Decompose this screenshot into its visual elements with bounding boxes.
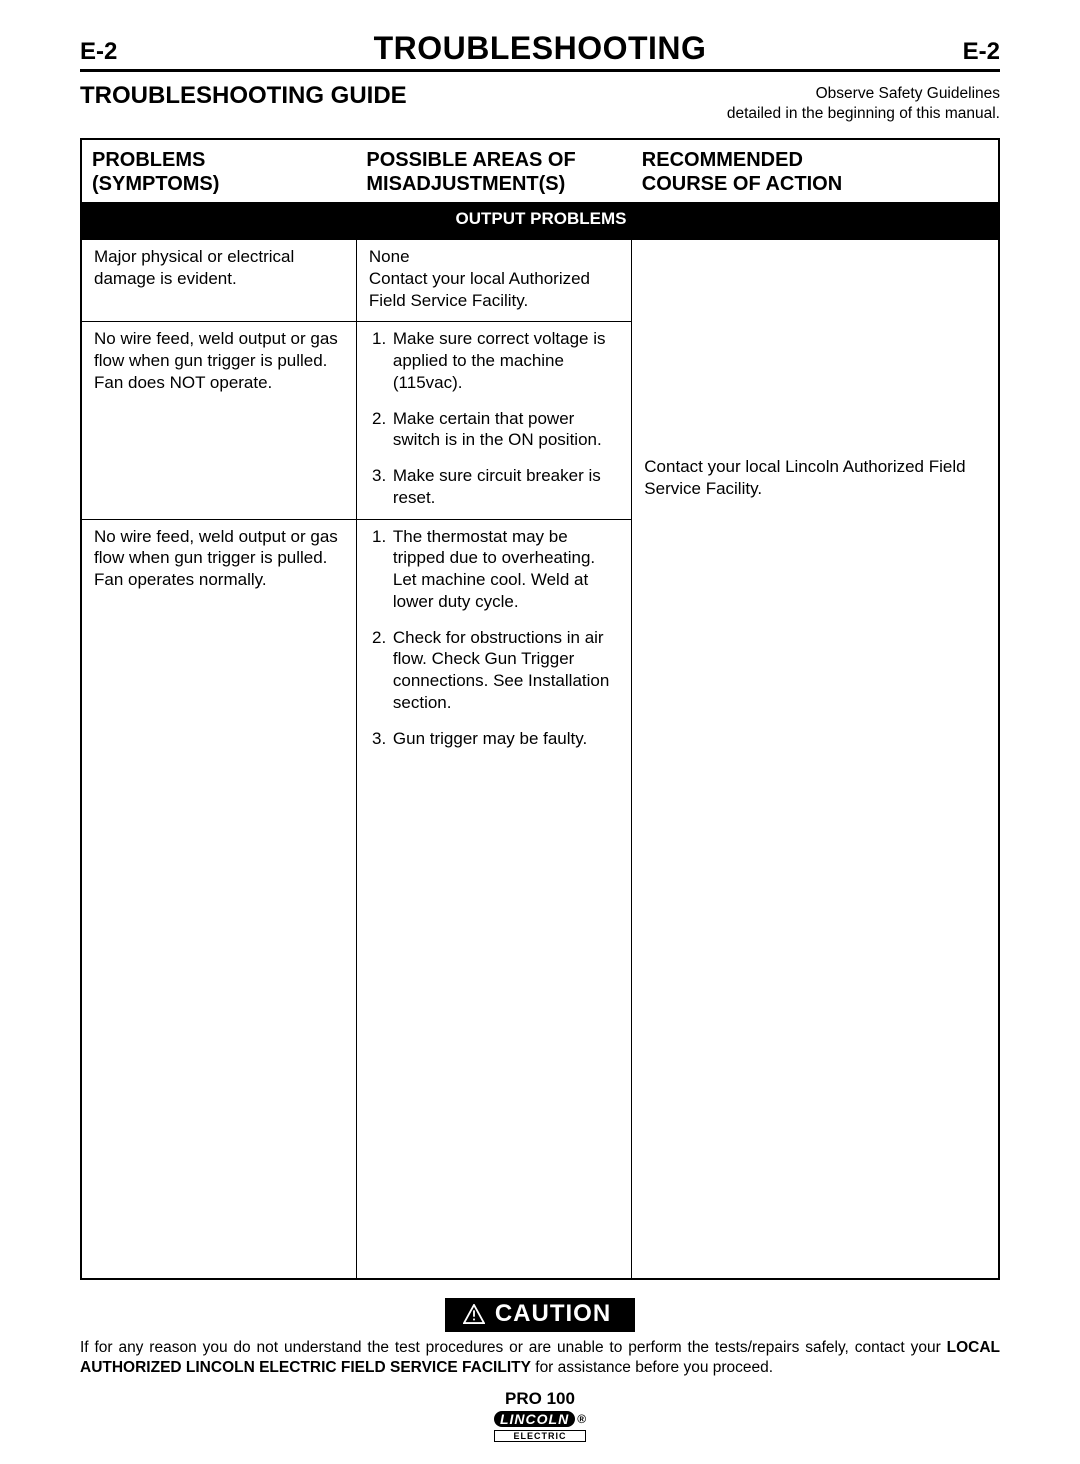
caution-text: If for any reason you do not understand …: [80, 1338, 1000, 1378]
logo-registered: ®: [577, 1412, 586, 1426]
table-row: Major physical or electrical damage is e…: [81, 240, 999, 322]
misadjustment-cell: The thermostat may be tripped due to ove…: [356, 519, 631, 759]
col3-header: RECOMMENDED COURSE OF ACTION: [632, 139, 999, 202]
warning-icon: [463, 1304, 485, 1324]
action-text: Contact your local Lincoln Authorized Fi…: [644, 456, 988, 500]
col2-header: POSSIBLE AREAS OF MISADJUSTMENT(S): [356, 139, 631, 202]
section-band: OUTPUT PROBLEMS: [81, 202, 999, 240]
section-band-label: OUTPUT PROBLEMS: [81, 202, 999, 240]
misadjustment-cell: None Contact your local Authorized Field…: [356, 240, 631, 322]
list-item: Make sure circuit breaker is reset.: [391, 465, 621, 509]
list-item: The thermostat may be tripped due to ove…: [391, 526, 621, 613]
list-item: Check for obstructions in air flow. Chec…: [391, 627, 621, 714]
action-cell: Contact your local Lincoln Authorized Fi…: [632, 240, 999, 1279]
page-title: TROUBLESHOOTING: [374, 30, 707, 67]
page-code-right: E-2: [963, 38, 1000, 66]
safety-line2: detailed in the beginning of this manual…: [727, 105, 1000, 122]
misadjustment-cell: Make sure correct voltage is applied to …: [356, 322, 631, 519]
caution-section: CAUTION If for any reason you do not und…: [80, 1298, 1000, 1378]
lincoln-logo: LINCOLN ® ELECTRIC: [494, 1411, 586, 1442]
logo-lincoln-text: LINCOLN: [494, 1411, 575, 1427]
problem-cell: No wire feed, weld output or gas flow wh…: [81, 322, 356, 519]
logo-electric-text: ELECTRIC: [494, 1430, 586, 1442]
problem-cell: Major physical or electrical damage is e…: [81, 240, 356, 322]
page-code-left: E-2: [80, 38, 117, 66]
list-item: Make sure correct voltage is applied to …: [391, 328, 621, 393]
caution-banner: CAUTION: [445, 1298, 635, 1332]
problem-cell: No wire feed, weld output or gas flow wh…: [81, 519, 356, 759]
page-header: E-2 TROUBLESHOOTING E-2: [80, 30, 1000, 72]
list-item: Make certain that power switch is in the…: [391, 408, 621, 452]
safety-note: Observe Safety Guidelines detailed in th…: [727, 84, 1000, 124]
table-header-row: PROBLEMS (SYMPTOMS) POSSIBLE AREAS OF MI…: [81, 139, 999, 202]
col1-header: PROBLEMS (SYMPTOMS): [81, 139, 356, 202]
model-name: PRO 100: [80, 1389, 1000, 1409]
troubleshooting-table: PROBLEMS (SYMPTOMS) POSSIBLE AREAS OF MI…: [80, 138, 1000, 1280]
safety-line1: Observe Safety Guidelines: [816, 85, 1000, 102]
caution-label: CAUTION: [495, 1300, 611, 1328]
guide-title: TROUBLESHOOTING GUIDE: [80, 82, 407, 110]
list-item: Gun trigger may be faulty.: [391, 728, 621, 750]
subheader: TROUBLESHOOTING GUIDE Observe Safety Gui…: [80, 82, 1000, 124]
